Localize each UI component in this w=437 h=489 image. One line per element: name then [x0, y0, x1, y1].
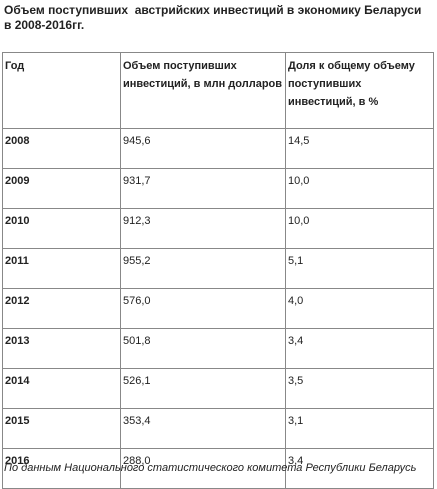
share-cell: 3,4	[285, 328, 434, 369]
year-cell: 2015	[2, 408, 121, 449]
table-row: 2009 931,7 10,0	[2, 168, 434, 209]
table-row: 2012 576,0 4,0	[2, 288, 434, 329]
table-row: 2008 945,6 14,5	[2, 128, 434, 169]
header-investment-share: Доля к общему объему поступивших инвести…	[285, 52, 434, 129]
investment-table: Год Объем поступивших инвестиций, в млн …	[2, 52, 434, 489]
year-cell: 2014	[2, 368, 121, 409]
share-cell: 10,0	[285, 208, 434, 249]
table-row: 2011 955,2 5,1	[2, 248, 434, 289]
year-cell: 2008	[2, 128, 121, 169]
table-row: 2010 912,3 10,0	[2, 208, 434, 249]
volume-cell: 526,1	[120, 368, 286, 409]
volume-cell: 945,6	[120, 128, 286, 169]
share-cell: 3,1	[285, 408, 434, 449]
year-cell: 2009	[2, 168, 121, 209]
share-cell: 5,1	[285, 248, 434, 289]
table-row: 2014 526,1 3,5	[2, 368, 434, 409]
source-note: По данным Национального статистического …	[4, 462, 417, 474]
page-title: Объем поступивших австрийских инвестиций…	[4, 3, 425, 32]
share-cell: 14,5	[285, 128, 434, 169]
year-cell: 2013	[2, 328, 121, 369]
volume-cell: 501,8	[120, 328, 286, 369]
header-investment-volume: Объем поступивших инвестиций, в млн долл…	[120, 52, 286, 129]
table-row: 2015 353,4 3,1	[2, 408, 434, 449]
share-cell: 3,5	[285, 368, 434, 409]
volume-cell: 931,7	[120, 168, 286, 209]
volume-cell: 576,0	[120, 288, 286, 329]
table-row: 2013 501,8 3,4	[2, 328, 434, 369]
year-cell: 2011	[2, 248, 121, 289]
volume-cell: 353,4	[120, 408, 286, 449]
volume-cell: 912,3	[120, 208, 286, 249]
volume-cell: 955,2	[120, 248, 286, 289]
share-cell: 10,0	[285, 168, 434, 209]
year-cell: 2012	[2, 288, 121, 329]
year-cell: 2010	[2, 208, 121, 249]
table-header-row: Год Объем поступивших инвестиций, в млн …	[2, 52, 434, 129]
share-cell: 4,0	[285, 288, 434, 329]
header-year: Год	[2, 52, 121, 129]
